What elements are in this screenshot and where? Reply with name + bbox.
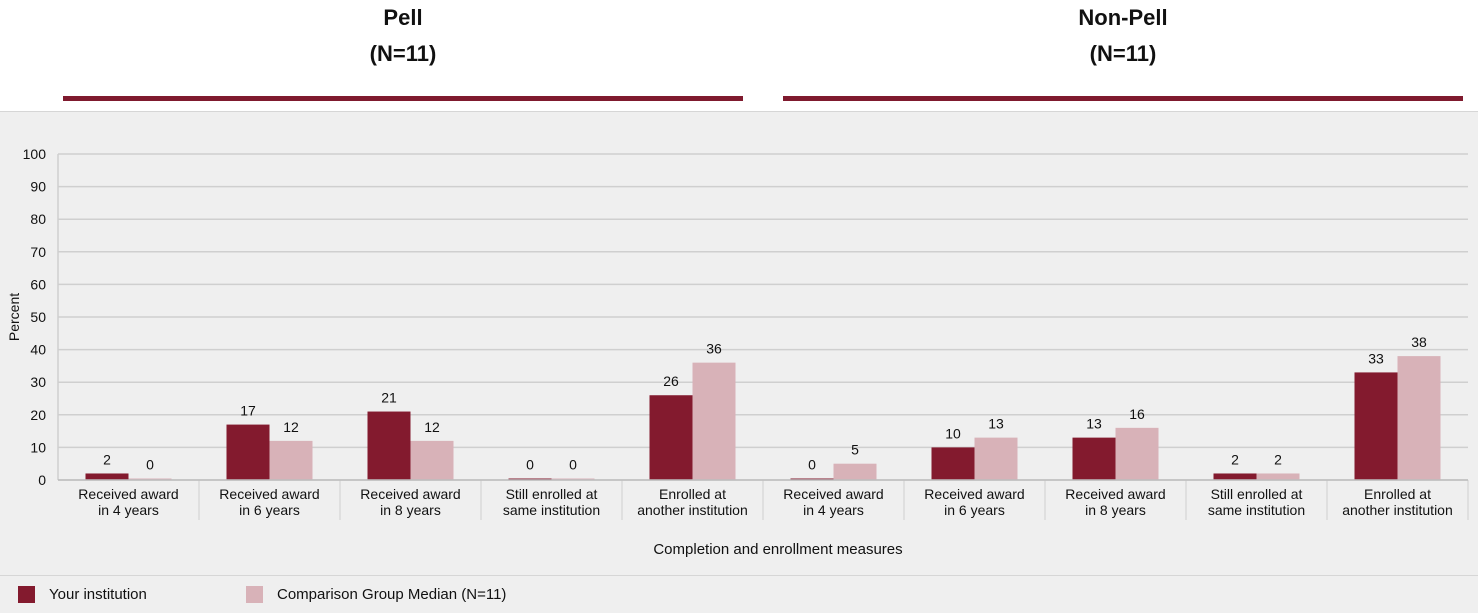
header: Pell (N=11) Non-Pell (N=11) bbox=[0, 0, 1478, 111]
legend-swatch bbox=[246, 586, 263, 603]
category-label-line1: Received award bbox=[924, 486, 1024, 502]
bar-your-institution bbox=[1354, 372, 1398, 480]
category-label-line2: in 4 years bbox=[803, 502, 864, 518]
legend: Your institution Comparison Group Median… bbox=[0, 575, 1478, 613]
category-label-line1: Received award bbox=[78, 486, 178, 502]
bar-your-institution bbox=[226, 424, 270, 480]
x-axis-label: Completion and enrollment measures bbox=[653, 541, 902, 558]
category-label-line2: same institution bbox=[503, 502, 600, 518]
category-label-line1: Received award bbox=[219, 486, 319, 502]
group-subtitle: (N=11) bbox=[1089, 41, 1157, 66]
data-label: 2 bbox=[1274, 451, 1282, 467]
category-label-line2: in 8 years bbox=[380, 502, 441, 518]
data-label: 36 bbox=[706, 341, 722, 357]
legend-swatch bbox=[18, 586, 35, 603]
data-label: 0 bbox=[146, 457, 154, 473]
data-label: 12 bbox=[424, 419, 440, 435]
bar-comparison bbox=[692, 362, 736, 480]
category-label-line2: in 8 years bbox=[1085, 502, 1146, 518]
bar-comparison bbox=[833, 463, 877, 480]
category-label-line1: Received award bbox=[1065, 486, 1165, 502]
bar-your-institution bbox=[931, 447, 975, 480]
data-label: 38 bbox=[1411, 334, 1427, 350]
bar-comparison bbox=[1397, 356, 1441, 480]
category-label-line1: Received award bbox=[360, 486, 460, 502]
bar-comparison bbox=[1256, 473, 1300, 480]
category-label-line1: Received award bbox=[783, 486, 883, 502]
data-label: 13 bbox=[988, 416, 1004, 432]
data-label: 21 bbox=[381, 390, 397, 406]
y-tick-label: 0 bbox=[38, 472, 46, 488]
data-label: 5 bbox=[851, 442, 859, 458]
y-tick-label: 60 bbox=[30, 276, 46, 292]
data-label: 0 bbox=[526, 457, 534, 473]
group-title: Non-Pell bbox=[1078, 5, 1168, 30]
bar-your-institution bbox=[367, 411, 411, 480]
category-label-line1: Enrolled at bbox=[659, 486, 726, 502]
category-label-line2: another institution bbox=[1342, 502, 1453, 518]
group-header-pell: Pell (N=11) bbox=[63, 0, 743, 72]
y-tick-label: 10 bbox=[30, 439, 46, 455]
data-label: 2 bbox=[103, 451, 111, 467]
group-rule-non-pell bbox=[783, 96, 1463, 101]
legend-item-your-institution: Your institution bbox=[18, 586, 147, 603]
y-axis-label: Percent bbox=[6, 293, 22, 341]
category-label-line2: in 6 years bbox=[239, 502, 300, 518]
bar-your-institution bbox=[85, 473, 129, 480]
data-label: 10 bbox=[945, 425, 961, 441]
y-tick-label: 90 bbox=[30, 179, 46, 195]
bar-your-institution bbox=[1072, 437, 1116, 480]
bar-your-institution bbox=[649, 395, 693, 480]
data-label: 13 bbox=[1086, 416, 1102, 432]
bar-comparison bbox=[269, 440, 313, 480]
data-label: 12 bbox=[283, 419, 299, 435]
y-tick-label: 80 bbox=[30, 211, 46, 227]
data-label: 0 bbox=[569, 457, 577, 473]
group-header-non-pell: Non-Pell (N=11) bbox=[783, 0, 1463, 72]
data-label: 17 bbox=[240, 403, 256, 419]
data-label: 2 bbox=[1231, 451, 1239, 467]
legend-label: Your institution bbox=[49, 586, 147, 603]
bar-comparison bbox=[410, 440, 454, 480]
category-label-line1: Still enrolled at bbox=[1211, 486, 1303, 502]
y-tick-label: 20 bbox=[30, 407, 46, 423]
group-rule-pell bbox=[63, 96, 743, 101]
bar-your-institution bbox=[1213, 473, 1257, 480]
data-label: 16 bbox=[1129, 406, 1145, 422]
y-tick-label: 100 bbox=[23, 146, 47, 162]
category-label-line2: another institution bbox=[637, 502, 748, 518]
y-tick-label: 40 bbox=[30, 342, 46, 358]
y-tick-label: 70 bbox=[30, 244, 46, 260]
category-label-line1: Still enrolled at bbox=[506, 486, 598, 502]
category-label-line2: in 6 years bbox=[944, 502, 1005, 518]
y-tick-label: 50 bbox=[30, 309, 46, 325]
chart-area bbox=[0, 111, 1478, 575]
data-label: 33 bbox=[1368, 350, 1384, 366]
group-subtitle: (N=11) bbox=[369, 41, 437, 66]
category-label-line1: Enrolled at bbox=[1364, 486, 1431, 502]
group-title: Pell bbox=[383, 5, 423, 30]
bar-comparison bbox=[1115, 427, 1159, 480]
data-label: 26 bbox=[663, 373, 679, 389]
category-label-line2: same institution bbox=[1208, 502, 1305, 518]
bar-comparison bbox=[974, 437, 1018, 480]
data-label: 0 bbox=[808, 457, 816, 473]
category-label-line2: in 4 years bbox=[98, 502, 159, 518]
y-tick-label: 30 bbox=[30, 374, 46, 390]
legend-label: Comparison Group Median (N=11) bbox=[277, 586, 507, 603]
legend-item-comparison: Comparison Group Median (N=11) bbox=[246, 586, 506, 603]
